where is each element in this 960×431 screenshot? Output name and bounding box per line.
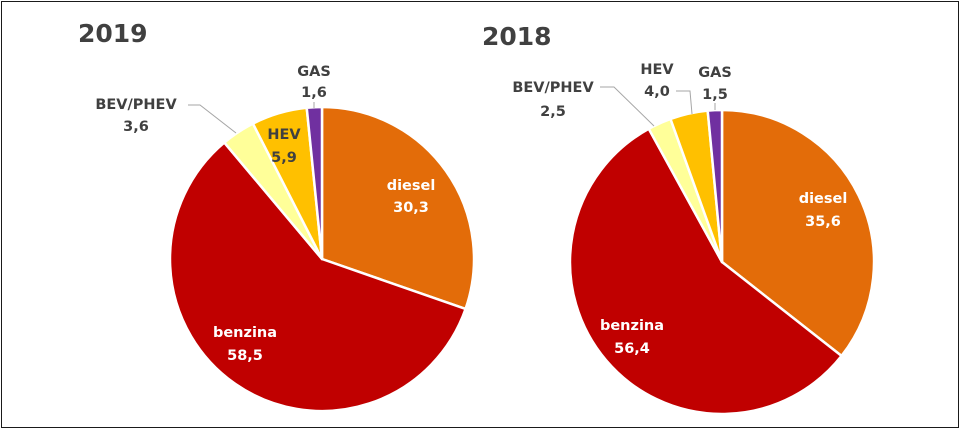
pie-slice-diesel — [720, 108, 876, 358]
slice-value-bev-phev: 3,6 — [123, 119, 149, 135]
pie-slice-gas — [706, 108, 724, 264]
slice-value-hev: 5,9 — [271, 150, 297, 166]
slice-label-benzina: benzina — [600, 318, 664, 334]
slice-label-gas: GAS — [297, 64, 331, 80]
slice-label-bev-phev: BEV/PHEV — [512, 80, 594, 96]
slice-value-gas: 1,6 — [301, 85, 327, 101]
slice-value-benzina: 56,4 — [614, 341, 650, 357]
pie-slice-benzina — [168, 141, 467, 413]
leader-line — [676, 90, 693, 115]
slice-label-diesel: diesel — [387, 178, 436, 194]
pie-slice-benzina — [568, 127, 843, 416]
slice-value-diesel: 35,6 — [805, 214, 841, 230]
slice-label-bev-phev: BEV/PHEV — [95, 97, 177, 113]
slice-value-gas: 1,5 — [702, 87, 728, 103]
pie-chart-2019: 2019 diesel 30,3 benzina 58,5 BEV/PHEV 3,6 HEV 5… — [78, 19, 476, 413]
leader-line — [600, 86, 655, 127]
pie-chart-2018: 2018 diesel 35,6 benzina 56,4 BEV/PHEV 2,5 HEV 4… — [482, 22, 876, 416]
slice-label-hev: HEV — [640, 62, 674, 78]
slice-value-diesel: 30,3 — [393, 200, 429, 216]
slice-value-bev-phev: 2,5 — [540, 104, 566, 120]
slice-label-diesel: diesel — [799, 191, 848, 207]
slice-value-hev: 4,0 — [644, 84, 670, 100]
chart-title: 2018 — [482, 22, 552, 51]
chart-title: 2019 — [78, 19, 148, 48]
leader-line — [188, 104, 237, 134]
slice-label-gas: GAS — [698, 65, 732, 81]
pie-slice-diesel — [320, 105, 476, 311]
slice-label-benzina: benzina — [213, 325, 277, 341]
slice-label-hev: HEV — [267, 127, 301, 143]
slice-value-benzina: 58,5 — [227, 348, 263, 364]
